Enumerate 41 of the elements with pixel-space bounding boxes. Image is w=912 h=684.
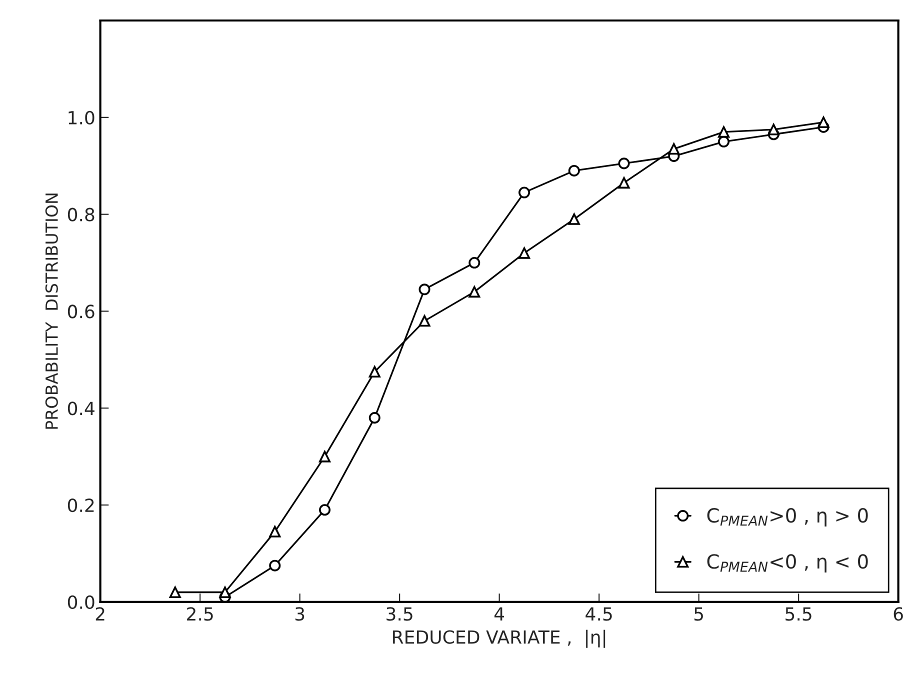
point: [518, 186, 530, 198]
point: [618, 158, 630, 170]
x-tick-label: 3: [295, 607, 304, 621]
point: [269, 560, 281, 572]
y-axis-title: PROBABILITY DISTRIBUTION: [45, 194, 58, 429]
point: [368, 366, 380, 378]
x-tick-label: 5.5: [786, 607, 812, 621]
point: [318, 504, 331, 516]
point: [718, 126, 730, 138]
x-tick-label: 3.5: [386, 607, 412, 621]
x-tick-label: 4: [494, 607, 504, 620]
x-tick-label: 4.5: [586, 607, 612, 621]
x-tick-label: 2: [96, 607, 104, 620]
point: [818, 116, 830, 128]
point: [468, 257, 480, 269]
x-tick-label: 5: [694, 607, 703, 621]
x-tick-label: 6: [894, 607, 903, 621]
legend-label: C$_{PMEAN}$<0 , η < 0: [707, 554, 868, 573]
y-tick-label: 0.0: [68, 595, 94, 610]
point: [219, 586, 231, 598]
point: [418, 284, 430, 296]
point: [768, 124, 780, 136]
y-tick-label: 0.4: [68, 402, 94, 416]
point: [269, 526, 281, 538]
point: [368, 412, 380, 424]
point: [668, 143, 680, 155]
point: [618, 177, 630, 189]
y-tick-label: 1.0: [68, 110, 94, 125]
point: [318, 450, 331, 462]
y-tick-label: 0.6: [68, 304, 94, 318]
legend-label: C$_{PMEAN}$>0 , η > 0: [707, 508, 868, 526]
point: [169, 586, 181, 598]
point: [568, 164, 580, 176]
x-tick-label: 2.5: [187, 607, 213, 621]
point: [568, 213, 580, 225]
y-tick-label: 0.2: [68, 498, 94, 512]
point: [518, 247, 530, 259]
point: [418, 315, 430, 327]
y-tick-label: 0.8: [68, 208, 94, 222]
x-axis-title: REDUCED VARIATE , |η|: [393, 630, 606, 648]
point: [468, 286, 480, 298]
